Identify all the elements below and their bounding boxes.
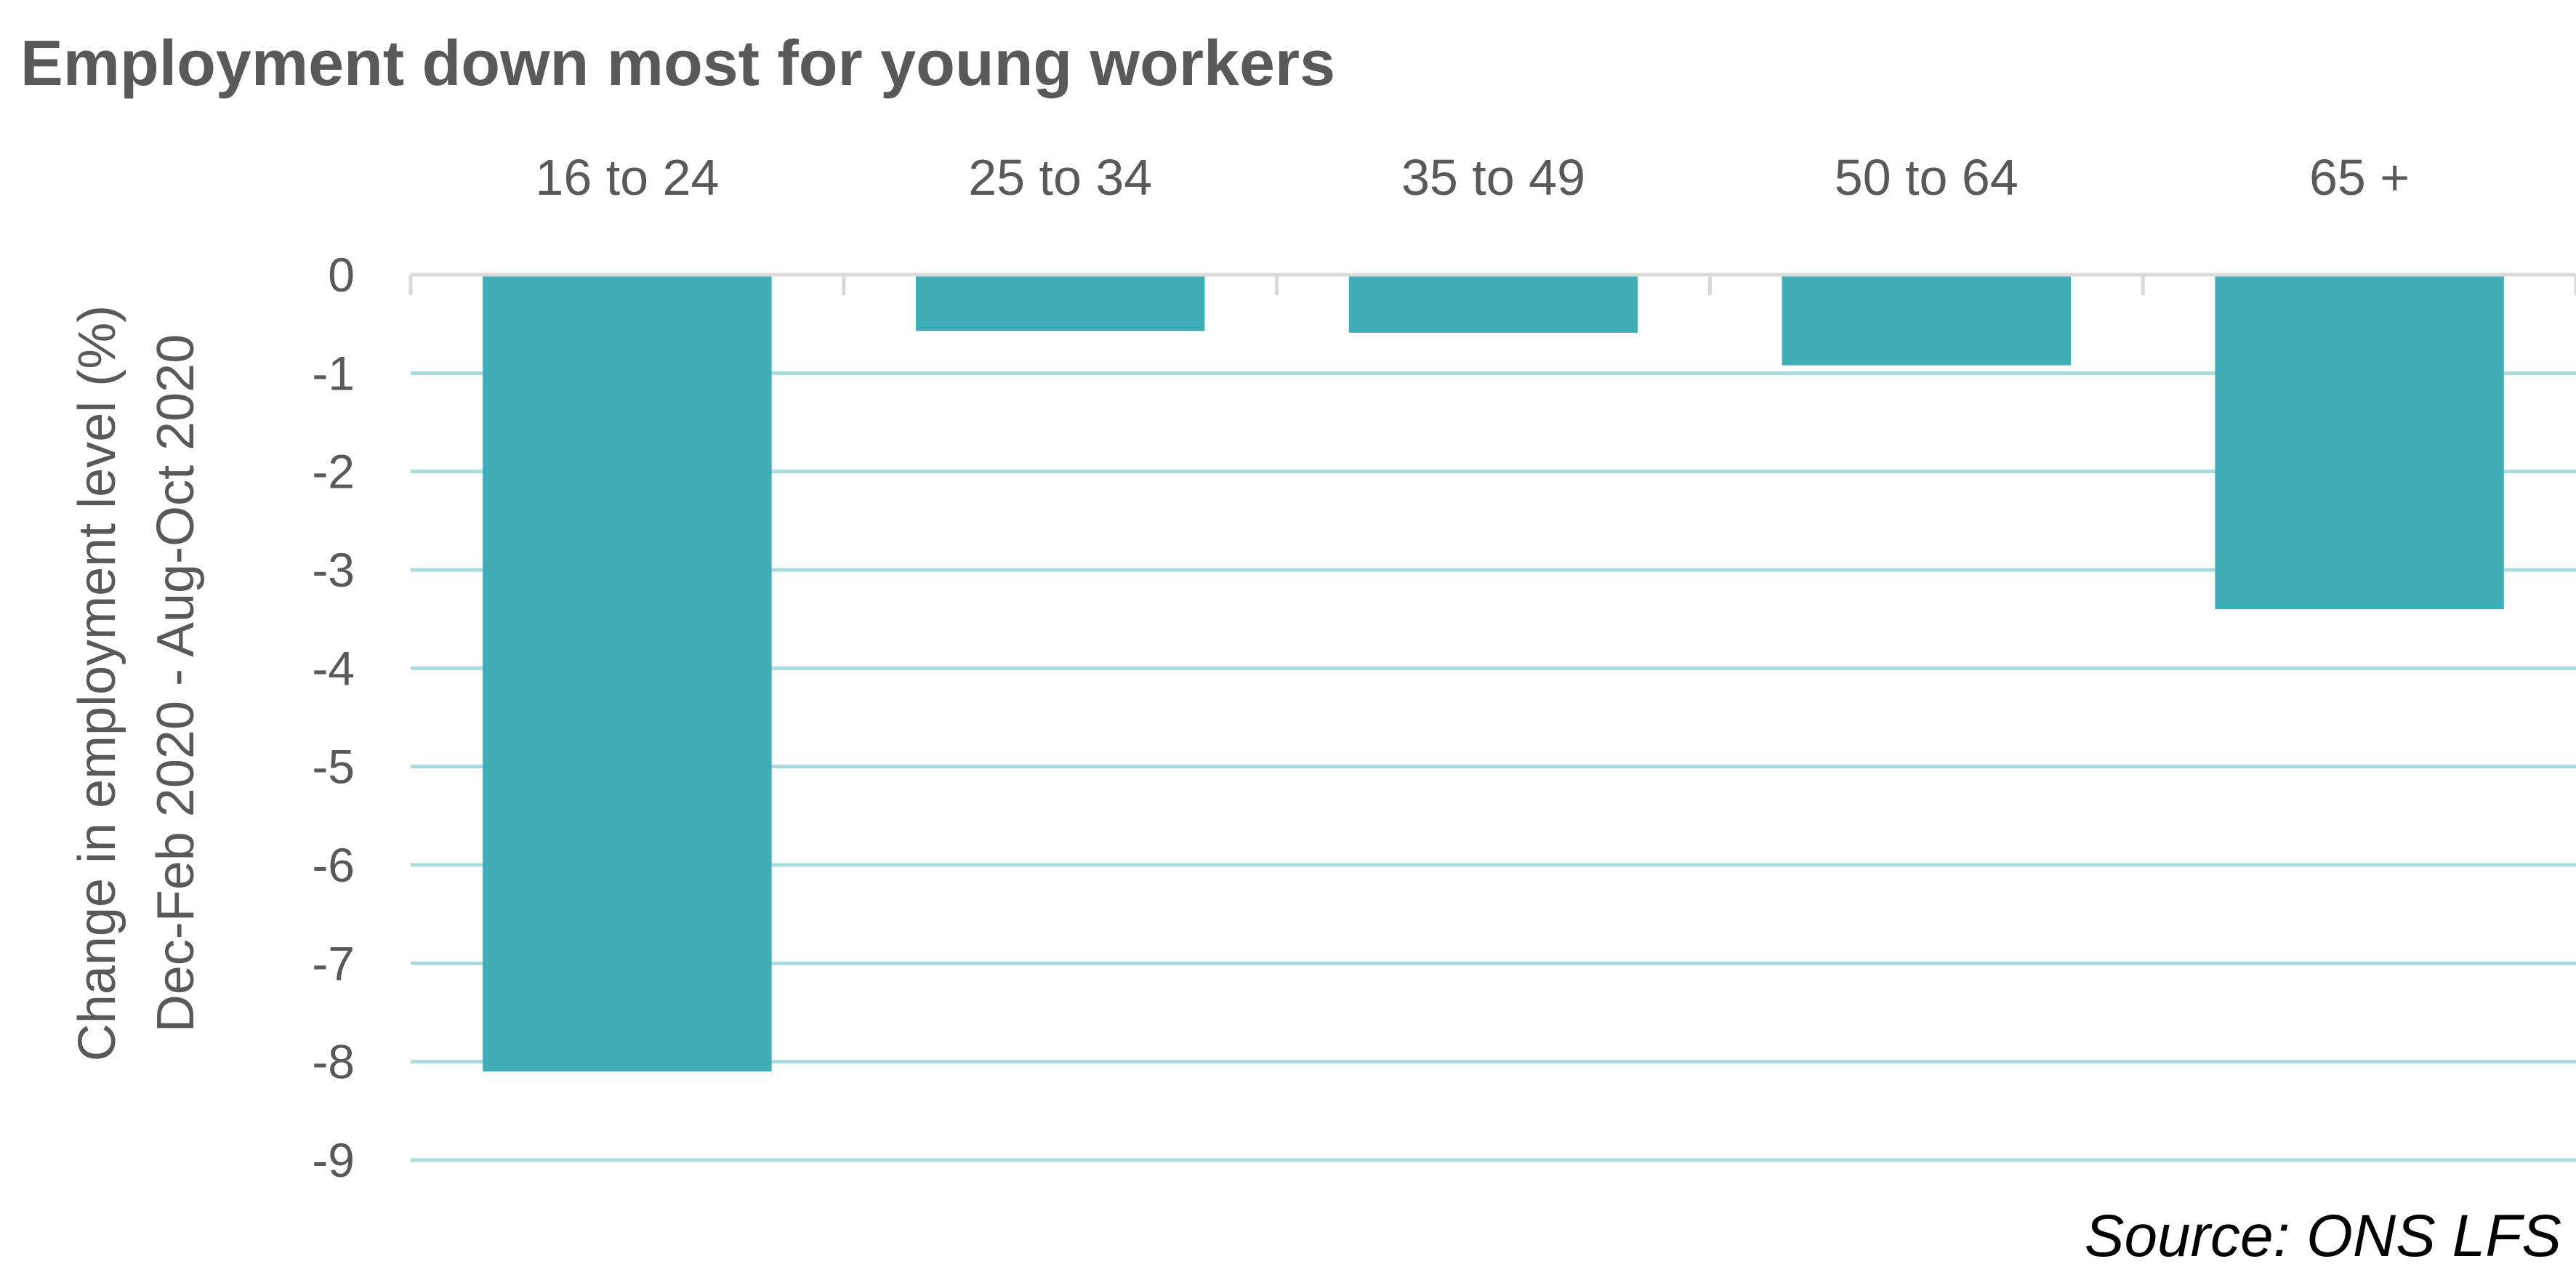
- bar-3: [1348, 275, 1638, 333]
- y-tick-label: -3: [312, 543, 355, 597]
- y-tick-label: 0: [328, 248, 355, 302]
- y-tick-label: -8: [312, 1035, 355, 1089]
- y-tick-label: -4: [312, 641, 355, 695]
- y-tick-label: -1: [312, 346, 355, 400]
- y-tick-label: -9: [312, 1133, 355, 1187]
- x-axis-ticks: 16 to 24 25 to 34 35 to 49 50 to 64 65 +: [535, 149, 2410, 206]
- y-tick-label: -2: [312, 445, 355, 499]
- y-tick-label: -7: [312, 936, 355, 990]
- y-tick-label: -6: [312, 838, 355, 892]
- source-note: Source: ONS LFS: [2084, 1203, 2561, 1269]
- x-tick-label: 65 +: [2309, 149, 2410, 206]
- x-tick-label: 35 to 49: [1401, 149, 1585, 206]
- x-tick-label: 16 to 24: [535, 149, 719, 206]
- bar-5: [2215, 275, 2504, 610]
- y-axis-ticks: 0 -1 -2 -3 -4 -5 -6 -7 -8 -9: [312, 248, 355, 1187]
- x-tick-label: 50 to 64: [1835, 149, 2018, 206]
- bars: [483, 275, 2504, 1072]
- x-tick-label: 25 to 34: [968, 149, 1152, 206]
- bar-4: [1782, 275, 2071, 366]
- bar-2: [916, 275, 1205, 331]
- x-axis: [408, 273, 2576, 295]
- y-tick-label: -5: [312, 740, 355, 794]
- chart-title: Employment down most for young workers: [20, 27, 1336, 99]
- bar-1: [483, 275, 772, 1072]
